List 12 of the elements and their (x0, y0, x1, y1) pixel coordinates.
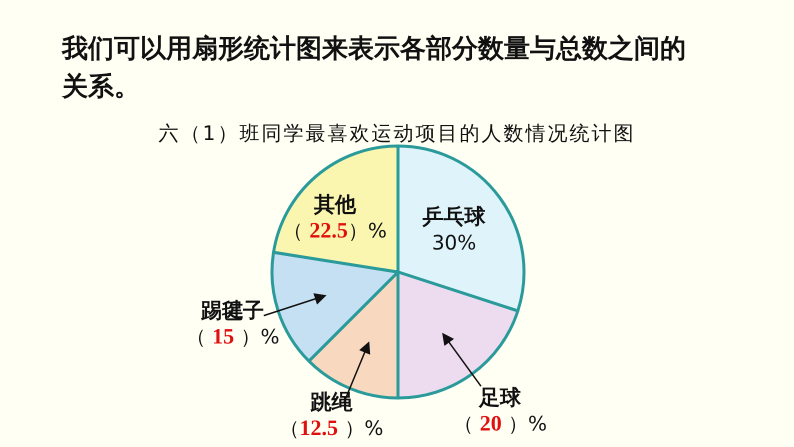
slice-label: 跳绳 (309, 390, 354, 414)
chart-title: 我们可以用扇形统计图来表示各部分数量与总数之间的关系。 (62, 33, 687, 104)
data-label: （12.5 ）% (280, 415, 384, 440)
data-label: （ 22.5）% (283, 217, 387, 242)
chart-subtitle: 六（1）班同学最喜欢运动项目的人数情况统计图 (158, 120, 636, 147)
slice-label: 足球 (478, 386, 522, 410)
slice-label: 踢毽子 (200, 298, 264, 323)
data-label: （ 20 ）% (453, 410, 548, 436)
slice-label: 乒乓球 (422, 204, 487, 228)
data-label: （ 15 ）% (186, 324, 280, 349)
data-label: 30% (432, 230, 476, 254)
slice-label: 其他 (312, 192, 357, 216)
